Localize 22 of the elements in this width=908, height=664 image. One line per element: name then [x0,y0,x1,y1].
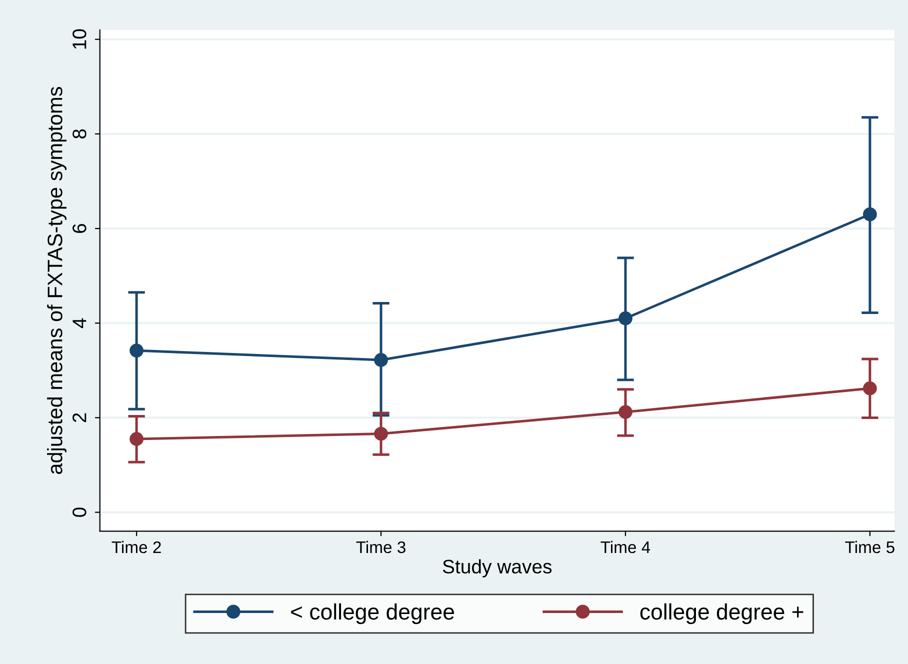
y-tick-label: 10 [72,29,86,49]
y-tick-label: 0 [72,508,86,517]
point [130,432,144,446]
point [374,426,388,441]
point [374,353,388,367]
x-axis-title: Study waves [442,559,552,578]
y-tick-label: 2 [72,413,86,422]
legend-label: college degree + [640,603,804,624]
x-tick-label: Time 3 [356,540,406,554]
y-tick-label: 6 [72,224,86,233]
x-tick-label: Time 5 [845,540,894,554]
y-tick-label: 8 [72,129,86,138]
x-tick-label: Time 2 [112,540,161,554]
legend-label: < college degree [291,603,454,624]
x-tick-label: Time 4 [600,540,650,554]
y-tick-label: 4 [72,318,86,328]
point [130,344,144,358]
y-axis-title: adjusted means of FXTAS-type symptoms [47,86,66,474]
point [618,311,632,326]
point [618,405,632,419]
point [862,381,877,396]
point [862,207,877,222]
